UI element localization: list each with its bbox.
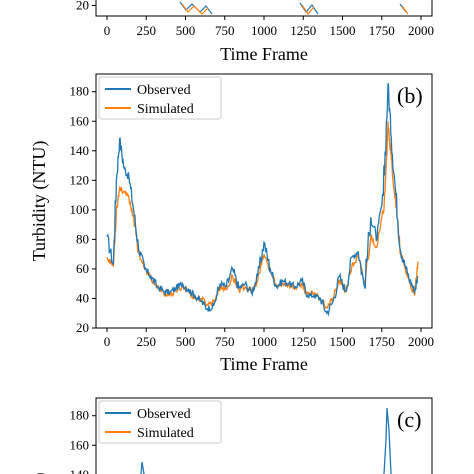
panel-a: 0 250 500 750 1000 1250 1500 1750 2000 20 Time F… <box>76 0 434 64</box>
panel-b-y-tick-label-80: 80 <box>76 231 89 246</box>
panel-c-y-tick-label-160: 160 <box>70 437 90 452</box>
panel-b-x-tick-label-1250: 1250 <box>290 334 316 349</box>
panel-a-x-tick-label-250: 250 <box>136 23 156 38</box>
panel-a-x-tick-label-1500: 1500 <box>330 23 356 38</box>
panel-c-y-tick-label-140: 140 <box>70 467 90 474</box>
panel-b-x-tick-label-2000: 2000 <box>408 334 434 349</box>
panel-a-observed-line <box>179 1 407 15</box>
panel-b-legend-simulated-label: Simulated <box>137 102 194 117</box>
panel-b-x-tick-label-1500: 1500 <box>330 334 356 349</box>
panel-b-legend: Observed Simulated <box>98 76 222 120</box>
panel-b-y-tick-label-160: 160 <box>70 113 90 128</box>
panel-c-legend-observed-label: Observed <box>137 407 191 422</box>
panel-b: 0 250 500 750 1000 1250 1500 1750 2000 20 40 60 80 1… <box>29 73 434 374</box>
panel-c-observed-line <box>140 407 392 474</box>
panel-a-x-tick-label-750: 750 <box>215 23 235 38</box>
panel-c-y-axis-title-fragment: U) <box>29 473 50 474</box>
panel-b-y-tick-label-140: 140 <box>70 143 90 158</box>
panel-b-x-tick-label-250: 250 <box>136 334 156 349</box>
panel-a-x-tick-label-0: 0 <box>104 23 111 38</box>
panel-b-y-tick-label-180: 180 <box>70 84 90 99</box>
panel-a-x-tick-label-1000: 1000 <box>251 23 277 38</box>
panel-a-y-tick-label-20: 20 <box>76 0 89 13</box>
panel-b-y-tick-label-60: 60 <box>76 261 89 276</box>
panel-c-y-ticks: 140 160 180 <box>70 408 96 474</box>
panel-b-x-tick-label-1750: 1750 <box>369 334 395 349</box>
panel-a-simulated-line <box>181 3 409 15</box>
panel-b-x-tick-label-750: 750 <box>215 334 235 349</box>
panel-b-x-tick-label-0: 0 <box>104 334 111 349</box>
panel-b-observed-line <box>106 83 419 317</box>
panel-a-y-ticks: 20 <box>76 0 96 13</box>
panel-a-frame <box>95 0 433 17</box>
panel-c-label: (c) <box>397 407 421 432</box>
panel-b-label: (b) <box>397 83 423 108</box>
panel-c: 140 160 180 Observed Simulated (c) U) <box>29 397 433 474</box>
panel-b-legend-observed-label: Observed <box>137 83 191 98</box>
panel-c-legend-simulated-label: Simulated <box>137 426 194 441</box>
panel-b-x-ticks: 0 250 500 750 1000 1250 1500 1750 2000 <box>104 328 434 349</box>
panel-a-x-tick-label-2000: 2000 <box>408 23 434 38</box>
panel-c-legend: Observed Simulated <box>98 400 222 444</box>
panel-c-frame <box>95 397 433 474</box>
panel-b-y-tick-label-120: 120 <box>70 172 90 187</box>
panel-b-y-ticks: 20 40 60 80 100 120 140 160 180 <box>70 84 96 335</box>
panel-b-y-axis-title: Turbidity (NTU) <box>29 141 50 262</box>
panel-b-y-tick-label-20: 20 <box>76 320 89 335</box>
panel-a-x-axis-title: Time Frame <box>220 44 308 64</box>
panel-a-x-ticks: 0 250 500 750 1000 1250 1500 1750 2000 <box>104 16 434 38</box>
panel-b-x-axis-title: Time Frame <box>220 354 308 374</box>
panel-b-x-tick-label-500: 500 <box>176 334 196 349</box>
panel-c-y-tick-label-180: 180 <box>70 408 90 423</box>
panel-a-x-tick-label-1750: 1750 <box>369 23 395 38</box>
panel-a-x-tick-label-500: 500 <box>176 23 196 38</box>
panel-a-x-tick-label-1250: 1250 <box>290 23 316 38</box>
panel-b-y-tick-label-100: 100 <box>70 202 90 217</box>
panel-b-x-tick-label-1000: 1000 <box>251 334 277 349</box>
panel-b-y-tick-label-40: 40 <box>76 290 89 305</box>
